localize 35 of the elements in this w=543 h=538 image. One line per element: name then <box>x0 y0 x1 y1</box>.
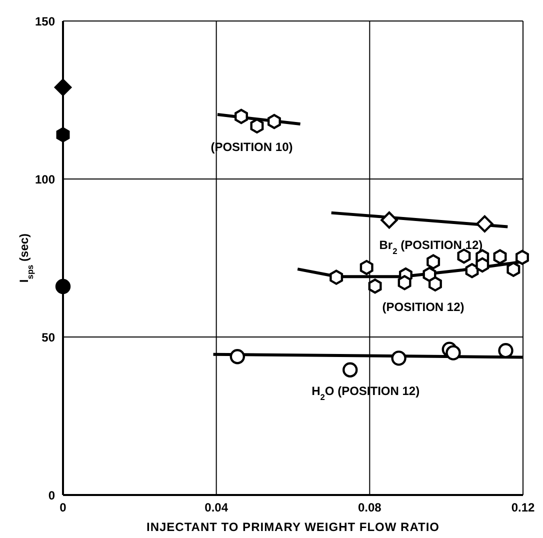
point <box>446 345 461 360</box>
point <box>422 266 436 282</box>
point <box>342 362 358 378</box>
point <box>330 270 344 285</box>
point <box>476 215 494 232</box>
point <box>493 249 507 264</box>
x-tick-label: 0 <box>60 500 67 515</box>
point <box>368 278 382 294</box>
point <box>391 350 406 366</box>
point <box>54 78 72 96</box>
y-tick-label: 150 <box>34 14 56 28</box>
point <box>234 108 248 124</box>
point <box>360 260 374 276</box>
point <box>380 211 398 229</box>
x-tick-label: 0.04 <box>204 500 228 515</box>
series-label: Br$_{2}$ (POSITION 12) <box>379 238 483 256</box>
y-tick-label: 50 <box>42 330 56 344</box>
point <box>55 278 71 294</box>
point <box>428 276 442 292</box>
x-tick-label: 0.08 <box>358 500 382 515</box>
x-axis-title: INJECTANT TO PRIMARY WEIGHT FLOW RATIO <box>146 520 440 534</box>
y-tick-label: 0 <box>48 488 56 502</box>
y-tick-label: 100 <box>34 172 56 186</box>
point <box>426 254 440 270</box>
point <box>267 114 281 130</box>
point <box>476 257 490 273</box>
point <box>230 348 246 364</box>
point <box>465 263 479 278</box>
series-label: (POSITION 12) <box>382 300 464 314</box>
x-tick-label: 0.12 <box>511 500 535 515</box>
point <box>398 275 412 290</box>
point <box>250 118 264 134</box>
point <box>56 127 70 142</box>
point <box>516 250 529 265</box>
point <box>506 262 520 277</box>
